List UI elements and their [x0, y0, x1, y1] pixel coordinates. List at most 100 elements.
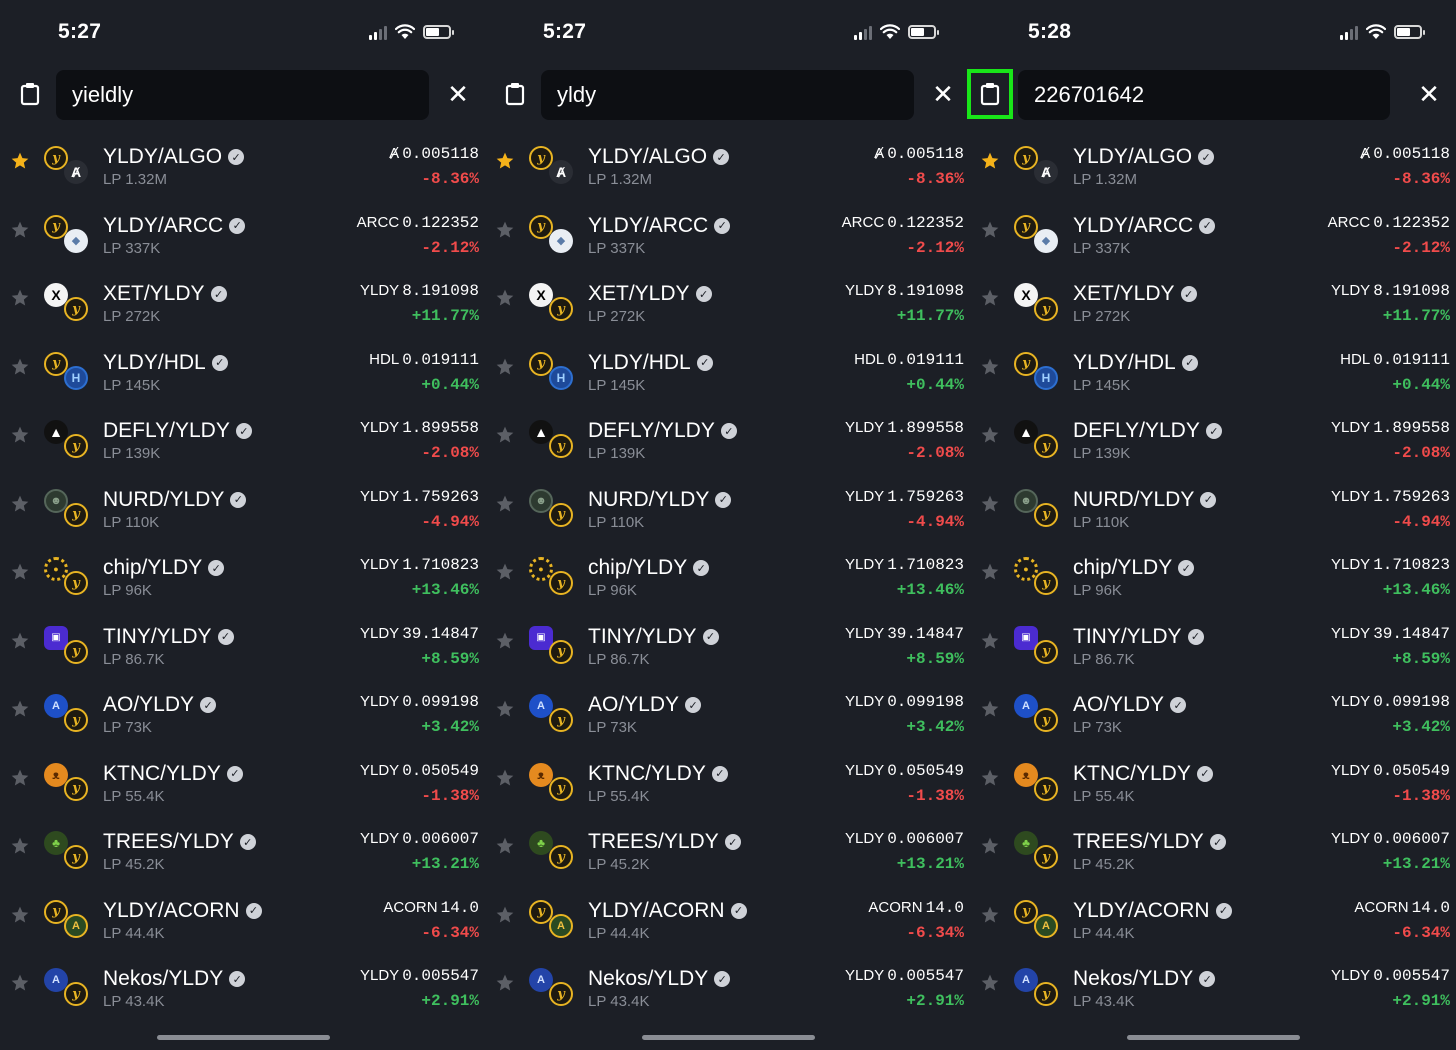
star-icon[interactable]	[495, 425, 515, 445]
signal-icon	[1340, 24, 1358, 40]
pair-row[interactable]: X y XET/YLDY ✓ LP 272K YLDY 8.191098 +11.…	[485, 263, 970, 332]
pair-row[interactable]: X y XET/YLDY ✓ LP 272K YLDY 8.191098 +11.…	[0, 263, 485, 332]
star-icon[interactable]	[495, 699, 515, 719]
pair-row[interactable]: A y AO/YLDY ✓ LP 73K YLDY 0.099198 +3.42%	[485, 674, 970, 743]
pair-row[interactable]: ▣ y TINY/YLDY ✓ LP 86.7K YLDY 39.14847 +8…	[485, 606, 970, 675]
token-a-icon: y	[44, 351, 68, 376]
pair-row[interactable]: A y AO/YLDY ✓ LP 73K YLDY 0.099198 +3.42%	[0, 674, 485, 743]
pair-row[interactable]: ▲ y DEFLY/YLDY ✓ LP 139K YLDY 1.899558 -2…	[485, 400, 970, 469]
token-a-icon: ▲	[529, 420, 553, 444]
pair-row[interactable]: y A YLDY/ACORN ✓ LP 44.4K ACORN 14.0 -6.3…	[970, 880, 1456, 949]
pair-row[interactable]: y H YLDY/HDL ✓ LP 145K HDL 0.019111 +0.44…	[0, 332, 485, 401]
star-icon[interactable]	[980, 905, 1000, 925]
star-icon[interactable]	[10, 905, 30, 925]
battery-icon	[423, 25, 454, 39]
star-icon[interactable]	[10, 699, 30, 719]
star-icon[interactable]	[10, 220, 30, 240]
paste-button[interactable]	[497, 74, 533, 114]
pair-row[interactable]: y Ⱥ YLDY/ALGO ✓ LP 1.32M Ⱥ 0.005118 -8.36…	[485, 126, 970, 195]
star-icon[interactable]	[495, 631, 515, 651]
search-input[interactable]	[56, 70, 429, 120]
token-a-icon: ☻	[1014, 488, 1038, 513]
paste-button[interactable]	[967, 69, 1013, 119]
star-icon[interactable]	[10, 151, 30, 171]
pair-row[interactable]: y Ⱥ YLDY/ALGO ✓ LP 1.32M Ⱥ 0.005118 -8.36…	[0, 126, 485, 195]
pair-row[interactable]: ♣ y TREES/YLDY ✓ LP 45.2K YLDY 0.006007 +…	[485, 811, 970, 880]
star-icon[interactable]	[980, 151, 1000, 171]
pair-row[interactable]: ☻ y NURD/YLDY ✓ LP 110K YLDY 1.759263 -4.…	[0, 469, 485, 538]
pair-row[interactable]: ♣ y TREES/YLDY ✓ LP 45.2K YLDY 0.006007 +…	[0, 811, 485, 880]
clear-search-button[interactable]: ✕	[1416, 79, 1442, 109]
pair-row[interactable]: y Ⱥ YLDY/ALGO ✓ LP 1.32M Ⱥ 0.005118 -8.36…	[970, 126, 1456, 195]
pair-row[interactable]: y ◆ YLDY/ARCC ✓ LP 337K ARCC 0.122352 -2.…	[0, 195, 485, 264]
pair-row[interactable]: ● y chip/YLDY ✓ LP 96K YLDY 1.710823 +13.…	[970, 537, 1456, 606]
pair-row[interactable]: ☻ y NURD/YLDY ✓ LP 110K YLDY 1.759263 -4.…	[970, 469, 1456, 538]
pair-row[interactable]: ᴥ y KTNC/YLDY ✓ LP 55.4K YLDY 0.050549 -1…	[970, 743, 1456, 812]
search-input[interactable]	[541, 70, 914, 120]
pair-row[interactable]: ▲ y DEFLY/YLDY ✓ LP 139K YLDY 1.899558 -2…	[0, 400, 485, 469]
star-icon[interactable]	[980, 220, 1000, 240]
price-unit: YLDY	[1331, 419, 1371, 436]
pair-row[interactable]: ▲ y DEFLY/YLDY ✓ LP 139K YLDY 1.899558 -2…	[970, 400, 1456, 469]
star-icon[interactable]	[495, 973, 515, 993]
star-icon[interactable]	[10, 631, 30, 651]
star-icon[interactable]	[10, 562, 30, 582]
star-icon[interactable]	[10, 836, 30, 856]
pair-row[interactable]: A y AO/YLDY ✓ LP 73K YLDY 0.099198 +3.42%	[970, 674, 1456, 743]
star-icon[interactable]	[980, 836, 1000, 856]
pair-row[interactable]: X y XET/YLDY ✓ LP 272K YLDY 8.191098 +11.…	[970, 263, 1456, 332]
star-icon[interactable]	[10, 768, 30, 788]
star-icon[interactable]	[495, 836, 515, 856]
verified-check-icon: ✓	[1178, 560, 1195, 576]
star-icon[interactable]	[980, 699, 1000, 719]
pair-row[interactable]: A y Nekos/YLDY ✓ LP 43.4K YLDY 0.005547 +…	[0, 948, 485, 1017]
star-icon[interactable]	[980, 631, 1000, 651]
star-icon[interactable]	[980, 768, 1000, 788]
star-icon[interactable]	[495, 562, 515, 582]
star-icon[interactable]	[495, 288, 515, 308]
price-unit: YLDY	[360, 967, 400, 984]
pair-row[interactable]: y A YLDY/ACORN ✓ LP 44.4K ACORN 14.0 -6.3…	[0, 880, 485, 949]
pair-row[interactable]: ᴥ y KTNC/YLDY ✓ LP 55.4K YLDY 0.050549 -1…	[0, 743, 485, 812]
pair-row[interactable]: A y Nekos/YLDY ✓ LP 43.4K YLDY 0.005547 +…	[485, 948, 970, 1017]
star-icon[interactable]	[495, 220, 515, 240]
paste-button[interactable]	[12, 74, 48, 114]
pair-row[interactable]: ♣ y TREES/YLDY ✓ LP 45.2K YLDY 0.006007 +…	[970, 811, 1456, 880]
pair-row[interactable]: ᴥ y KTNC/YLDY ✓ LP 55.4K YLDY 0.050549 -1…	[485, 743, 970, 812]
pair-row[interactable]: y H YLDY/HDL ✓ LP 145K HDL 0.019111 +0.44…	[485, 332, 970, 401]
pair-row[interactable]: y A YLDY/ACORN ✓ LP 44.4K ACORN 14.0 -6.3…	[485, 880, 970, 949]
star-icon[interactable]	[495, 151, 515, 171]
token-b-icon: y	[64, 571, 88, 595]
star-icon[interactable]	[980, 562, 1000, 582]
star-icon[interactable]	[495, 357, 515, 377]
pair-row[interactable]: ☻ y NURD/YLDY ✓ LP 110K YLDY 1.759263 -4.…	[485, 469, 970, 538]
search-input[interactable]	[1018, 70, 1390, 120]
pair-row[interactable]: ● y chip/YLDY ✓ LP 96K YLDY 1.710823 +13.…	[0, 537, 485, 606]
pair-row[interactable]: ▣ y TINY/YLDY ✓ LP 86.7K YLDY 39.14847 +8…	[0, 606, 485, 675]
star-icon[interactable]	[980, 357, 1000, 377]
pair-row[interactable]: y ◆ YLDY/ARCC ✓ LP 337K ARCC 0.122352 -2.…	[485, 195, 970, 264]
pair-row[interactable]: y ◆ YLDY/ARCC ✓ LP 337K ARCC 0.122352 -2.…	[970, 195, 1456, 264]
clear-search-button[interactable]: ✕	[930, 79, 956, 109]
star-icon[interactable]	[495, 494, 515, 514]
star-icon[interactable]	[10, 357, 30, 377]
price-change: -8.36%	[1392, 170, 1450, 188]
star-icon[interactable]	[10, 425, 30, 445]
pair-row[interactable]: y H YLDY/HDL ✓ LP 145K HDL 0.019111 +0.44…	[970, 332, 1456, 401]
star-icon[interactable]	[980, 288, 1000, 308]
pair-row[interactable]: A y Nekos/YLDY ✓ LP 43.4K YLDY 0.005547 +…	[970, 948, 1456, 1017]
star-icon[interactable]	[495, 905, 515, 925]
star-icon[interactable]	[980, 973, 1000, 993]
star-icon[interactable]	[10, 494, 30, 514]
star-icon[interactable]	[980, 425, 1000, 445]
pair-row[interactable]: ● y chip/YLDY ✓ LP 96K YLDY 1.710823 +13.…	[485, 537, 970, 606]
star-icon[interactable]	[980, 494, 1000, 514]
clear-search-button[interactable]: ✕	[445, 78, 471, 109]
star-icon[interactable]	[10, 288, 30, 308]
pair-price: YLDY 8.191098	[845, 282, 964, 300]
star-icon[interactable]	[10, 973, 30, 993]
pair-row[interactable]: ▣ y TINY/YLDY ✓ LP 86.7K YLDY 39.14847 +8…	[970, 606, 1456, 675]
price-value: 0.019111	[402, 350, 479, 369]
star-icon[interactable]	[495, 768, 515, 788]
close-icon: ✕	[447, 78, 469, 109]
